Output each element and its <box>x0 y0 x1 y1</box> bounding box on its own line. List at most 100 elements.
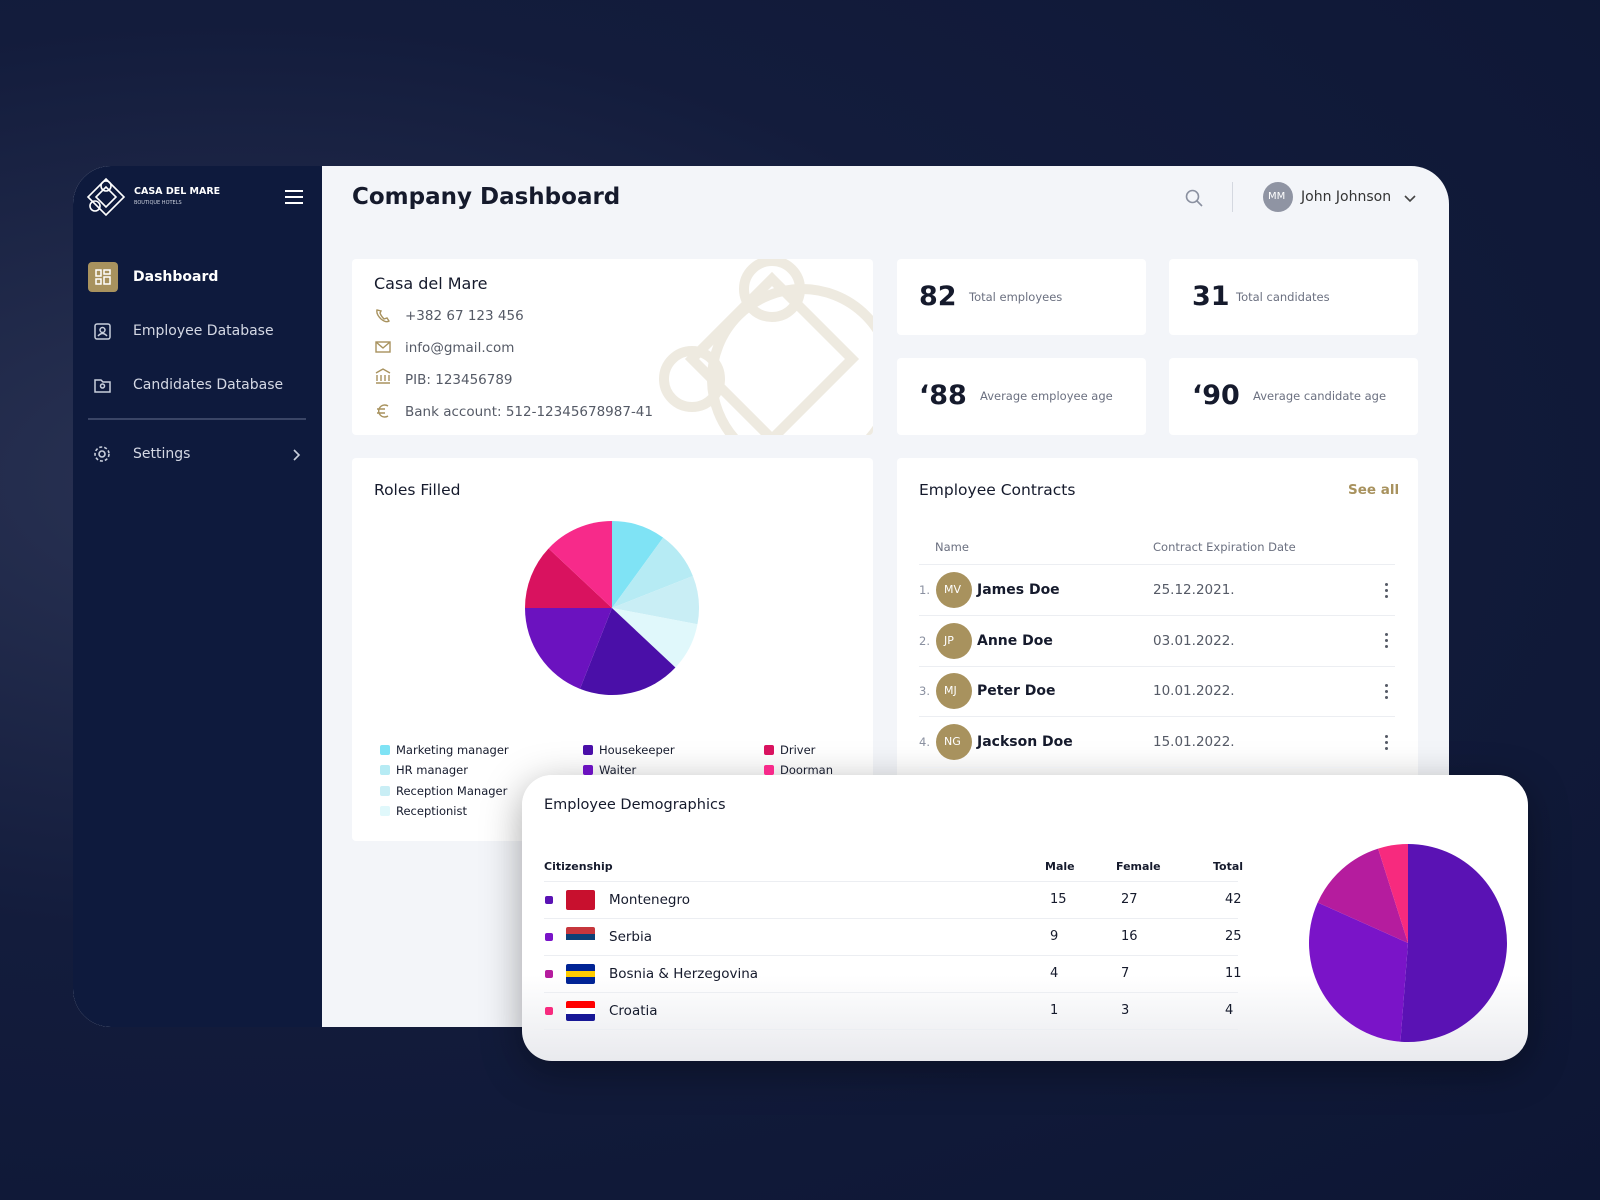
nav-item[interactable]: Settings <box>133 446 191 462</box>
flag <box>566 927 595 947</box>
column-header: Citizenship <box>544 860 613 873</box>
pie-slice <box>579 608 676 696</box>
stat-label: Total employees <box>969 290 1063 304</box>
flag-stripe <box>566 896 595 904</box>
page-title: Company Dashboard <box>352 184 621 210</box>
row-divider <box>544 918 1238 919</box>
legend-label: Housekeeper <box>599 743 675 757</box>
legend-label: Marketing manager <box>396 743 509 757</box>
contracts-card <box>897 458 1418 788</box>
employee-name: Anne Doe <box>977 632 1053 649</box>
pie-slice <box>1317 848 1408 943</box>
column-header: Name <box>935 540 969 554</box>
legend-label: Receptionist <box>396 803 467 818</box>
pie-slice <box>525 548 612 608</box>
legend-swatch <box>583 745 593 755</box>
legend-bullet <box>545 1007 553 1015</box>
row-index: 4. <box>919 735 930 750</box>
count: 4 <box>1050 966 1059 981</box>
count: 11 <box>1225 966 1242 981</box>
menu-icon[interactable] <box>284 189 304 205</box>
chevron <box>293 449 301 461</box>
nav-item[interactable]: Candidates Database <box>133 377 284 393</box>
pie-slice <box>525 608 612 689</box>
legend-bullet <box>545 896 553 904</box>
avatar-initials: MV <box>944 583 962 596</box>
employee-name: Jackson Doe <box>977 734 1073 751</box>
flag <box>566 890 595 910</box>
avatar-initials: JP <box>944 633 954 647</box>
legend-swatch <box>380 805 390 816</box>
legend-label: HR manager <box>396 763 468 778</box>
legend-label: Doorman <box>780 763 833 778</box>
column-header: Male <box>1045 860 1075 873</box>
menu-dot <box>1385 594 1388 598</box>
flag-stripe <box>566 940 595 947</box>
row-index: 2. <box>919 633 930 648</box>
count: 27 <box>1121 892 1138 907</box>
row-divider <box>544 955 1238 956</box>
row-divider <box>919 716 1395 718</box>
menu-dot <box>1385 689 1388 693</box>
settings-icon <box>94 446 110 462</box>
company-pib: PIB: 123456789 <box>405 372 513 388</box>
header-divider <box>1232 182 1233 212</box>
menu-dot <box>1385 633 1388 637</box>
legend-bullet <box>545 970 553 978</box>
count: 7 <box>1121 966 1130 981</box>
row-divider <box>919 615 1395 616</box>
pie-slice <box>612 537 693 608</box>
employee-icon <box>94 323 111 340</box>
count: 16 <box>1121 929 1138 944</box>
row-index: 3. <box>919 684 930 699</box>
row-index: 1. <box>919 583 930 597</box>
avatar[interactable] <box>1263 182 1293 212</box>
row-divider <box>919 665 1395 667</box>
legend-swatch <box>380 745 390 755</box>
flag-stripe <box>566 890 595 897</box>
country-name: Croatia <box>609 1003 658 1019</box>
company-bank: Bank account: 512-12345678987-41 <box>405 404 653 420</box>
row-divider <box>919 767 1395 769</box>
nav-item[interactable]: Employee Database <box>133 323 274 339</box>
candidates-icon <box>94 379 111 393</box>
stat-label: Total candidates <box>1236 290 1330 304</box>
column-header: Female <box>1116 860 1161 873</box>
avatar-initials: MJ <box>944 684 957 698</box>
menu-dot <box>1385 683 1388 687</box>
search-icon[interactable] <box>1185 189 1203 207</box>
count: 1 <box>1050 1003 1059 1018</box>
menu-dot <box>1385 588 1388 592</box>
menu-dot <box>1385 695 1388 699</box>
row-divider <box>544 881 1238 882</box>
flag <box>566 964 595 984</box>
nav-item[interactable]: Dashboard <box>133 269 219 285</box>
row-divider <box>919 564 1395 565</box>
menu-dot <box>1385 639 1388 643</box>
stat-value: 31 <box>1192 281 1230 312</box>
legend-label: Reception Manager <box>396 783 508 798</box>
count: 3 <box>1121 1003 1130 1018</box>
card-title: Employee Contracts <box>919 481 1076 499</box>
card-title: Roles Filled <box>374 481 461 499</box>
see-all-link[interactable]: See all <box>1348 482 1400 498</box>
legend-swatch <box>764 765 774 776</box>
column-header: Contract Expiration Date <box>1153 540 1296 554</box>
flag-stripe <box>566 927 595 934</box>
pie-slice <box>1400 844 1508 1042</box>
company-email: info@gmail.com <box>405 340 515 356</box>
stat-label: Average candidate age <box>1253 389 1387 403</box>
menu-dot <box>1385 740 1388 744</box>
user-chevron[interactable] <box>1404 195 1416 203</box>
country-name: Serbia <box>609 929 653 945</box>
count: 9 <box>1050 929 1059 944</box>
user-name[interactable]: John Johnson <box>1301 189 1392 205</box>
menu-dot <box>1385 746 1388 750</box>
flag-stripe <box>566 903 595 910</box>
legend-swatch <box>380 785 390 796</box>
count: 15 <box>1050 892 1067 907</box>
contact-icons <box>375 309 391 418</box>
avatar <box>936 724 972 761</box>
